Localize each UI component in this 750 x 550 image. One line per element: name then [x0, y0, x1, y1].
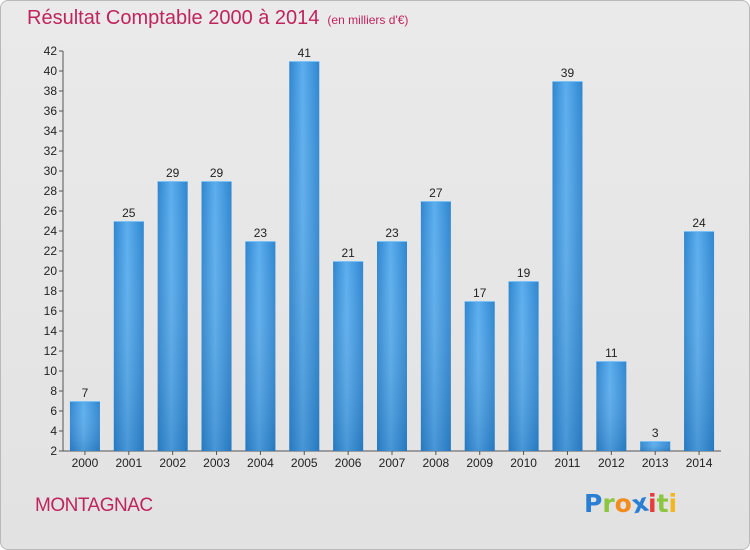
x-tick-label: 2012: [598, 456, 625, 470]
x-tick-label: 2014: [686, 456, 713, 470]
chart-title: Résultat Comptable 2000 à 2014 (en millie…: [27, 7, 408, 30]
logo-letter: o: [614, 489, 632, 518]
y-tick-label: 8: [50, 384, 57, 398]
data-label: 29: [166, 166, 180, 180]
bar-shade: [201, 181, 232, 451]
data-label: 7: [82, 386, 89, 400]
y-tick-label: 32: [44, 144, 58, 158]
y-tick-label: 12: [44, 344, 58, 358]
x-tick-label: 2001: [115, 456, 142, 470]
y-tick-label: 16: [44, 304, 58, 318]
y-tick-label: 18: [44, 284, 58, 298]
data-label: 41: [298, 46, 312, 60]
x-tick-label: 2009: [466, 456, 493, 470]
y-tick-label: 2: [50, 444, 57, 458]
y-tick-label: 6: [50, 404, 57, 418]
y-tick-label: 22: [44, 244, 58, 258]
x-tick-label: 2002: [159, 456, 186, 470]
logo-letter: i: [668, 489, 678, 518]
y-tick-label: 40: [44, 64, 58, 78]
x-tick-label: 2008: [423, 456, 450, 470]
y-tick-label: 42: [44, 44, 58, 58]
x-tick-label: 2011: [555, 456, 581, 470]
y-tick-label: 30: [44, 164, 58, 178]
bar-shade: [596, 361, 627, 451]
data-label: 21: [341, 246, 355, 260]
bar-shade: [420, 201, 451, 451]
bar-shade: [377, 241, 407, 451]
data-label: 19: [517, 266, 531, 280]
bar-shade: [684, 231, 715, 451]
x-tick-label: 2007: [379, 456, 406, 470]
y-tick-label: 20: [44, 264, 58, 278]
bar-shade: [113, 221, 144, 451]
y-tick-label: 24: [44, 224, 58, 238]
x-tick-label: 2004: [247, 456, 274, 470]
bar-shade: [640, 441, 671, 451]
y-tick-label: 36: [44, 104, 58, 118]
data-label: 29: [210, 166, 224, 180]
data-label: 23: [385, 226, 399, 240]
logo-letter: t: [656, 489, 669, 518]
y-tick-label: 28: [44, 184, 58, 198]
data-label: 24: [692, 216, 706, 230]
x-tick-label: 2010: [510, 456, 537, 470]
y-tick-label: 14: [44, 324, 58, 338]
bar-shade: [69, 401, 100, 451]
x-tick-label: 2013: [642, 456, 669, 470]
y-tick-label: 34: [44, 124, 58, 138]
logo-letter: P: [584, 489, 603, 518]
commune-name: MONTAGNAC: [35, 495, 153, 516]
x-tick-label: 2006: [335, 456, 362, 470]
x-tick-label: 2003: [203, 456, 230, 470]
data-label: 3: [652, 426, 659, 440]
bar-shade: [508, 281, 539, 451]
bar-shade: [245, 241, 276, 451]
data-label: 39: [561, 66, 575, 80]
data-label: 11: [605, 346, 618, 360]
bar-shade: [552, 81, 583, 451]
proxiti-logo: Proxiti: [584, 488, 678, 520]
title-text: Résultat Comptable 2000 à 2014: [27, 7, 320, 29]
data-label: 17: [473, 286, 487, 300]
bars-group: 7 25 29 29 23 41 21 23 27 17 19 39 11 3 24: [69, 46, 715, 451]
logo-letter: i: [648, 489, 657, 518]
logo-letter: r: [602, 489, 615, 518]
chart-subtitle: (en milliers d'€): [327, 13, 409, 27]
data-label: 25: [122, 206, 136, 220]
data-label: 23: [254, 226, 268, 240]
x-tick-label: 2005: [291, 456, 318, 470]
y-tick-label: 4: [50, 424, 57, 438]
bar-shade: [333, 261, 364, 451]
bar-shade: [157, 181, 188, 451]
bar-shade: [464, 301, 495, 451]
bar-shade: [289, 61, 320, 451]
y-tick-label: 10: [44, 364, 58, 378]
x-tick-label: 2000: [72, 456, 99, 470]
y-tick-label: 38: [44, 84, 58, 98]
data-label: 27: [429, 186, 443, 200]
y-tick-label: 26: [44, 204, 58, 218]
